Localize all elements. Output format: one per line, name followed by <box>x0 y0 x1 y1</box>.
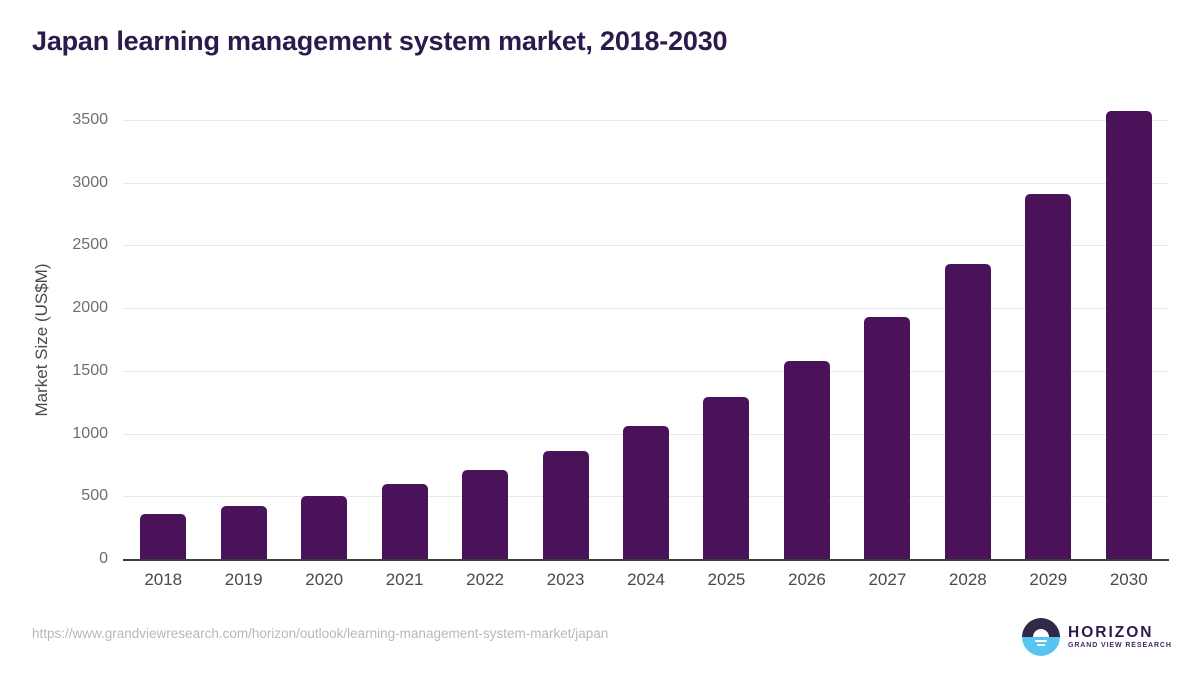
bar-2018 <box>140 514 187 559</box>
horizon-logo: HORIZON GRAND VIEW RESEARCH <box>1022 618 1172 656</box>
gridline <box>123 245 1169 247</box>
y-tick-label: 2000 <box>72 299 108 317</box>
x-tick-label: 2029 <box>1029 570 1068 589</box>
y-tick-label: 500 <box>81 487 108 505</box>
gridline <box>123 120 1169 121</box>
x-tick-label: 2025 <box>707 570 746 589</box>
gridline <box>123 182 1169 184</box>
logo-name: HORIZON <box>1068 624 1154 641</box>
y-tick-label: 0 <box>99 550 108 567</box>
source-url: https://www.grandviewresearch.com/horizo… <box>32 626 609 641</box>
bar-2029 <box>1025 194 1072 559</box>
x-tick-label: 2022 <box>466 570 504 589</box>
bar-2021 <box>381 483 428 559</box>
bar-2019 <box>220 506 267 559</box>
bar-2022 <box>462 469 509 559</box>
logo-tagline: GRAND VIEW RESEARCH <box>1068 642 1172 649</box>
ripple-line-icon <box>1037 644 1045 646</box>
x-tick-label: 2018 <box>144 570 183 589</box>
x-tick-label: 2021 <box>385 570 424 589</box>
horizon-sun-icon <box>1022 618 1060 656</box>
x-tick-label: 2020 <box>305 570 344 589</box>
y-tick-label: 2500 <box>72 236 108 254</box>
y-tick-label: 1500 <box>72 361 108 379</box>
y-tick-label: 3000 <box>72 173 108 191</box>
bar-2024 <box>623 426 669 559</box>
bar-2025 <box>703 396 750 559</box>
y-tick-label: 1000 <box>72 424 108 442</box>
bar-2030 <box>1105 111 1152 559</box>
x-tick-label: 2023 <box>546 570 585 589</box>
x-tick-label: 2027 <box>868 570 907 589</box>
logo-text-block: HORIZON GRAND VIEW RESEARCH <box>1068 624 1172 650</box>
page-title: Japan learning management system market,… <box>32 26 728 56</box>
gridline <box>123 370 1169 372</box>
bar-2023 <box>542 450 589 559</box>
logo-sky-half <box>1022 618 1060 637</box>
x-tick-label: 2024 <box>627 570 665 589</box>
x-tick-label: 2019 <box>224 570 263 589</box>
x-tick-label: 2030 <box>1109 570 1148 589</box>
bar-2020 <box>301 496 348 559</box>
bar-2026 <box>783 360 830 559</box>
gridline <box>123 308 1169 310</box>
y-axis-title: Market Size (US$M) <box>32 263 51 417</box>
bar-2028 <box>944 263 991 559</box>
y-tick-label: 3500 <box>72 111 108 128</box>
sun-dome-icon <box>1033 629 1049 637</box>
logo-sea-half <box>1022 637 1060 656</box>
x-axis-line <box>123 559 1169 561</box>
bar-2027 <box>864 316 911 559</box>
x-tick-label: 2026 <box>788 570 826 589</box>
x-tick-label: 2028 <box>948 570 987 589</box>
ripple-line-icon <box>1035 640 1047 642</box>
